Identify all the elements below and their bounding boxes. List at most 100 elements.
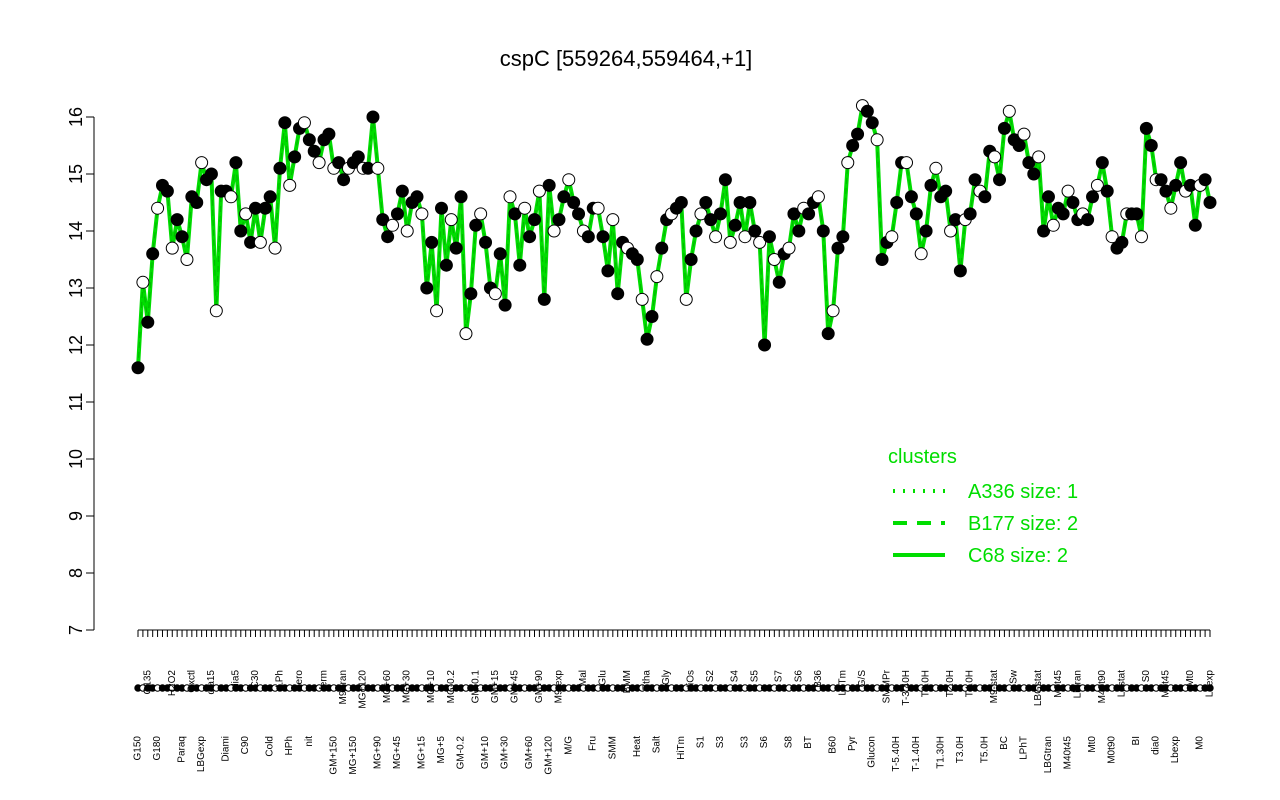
data-point	[1032, 150, 1046, 164]
x-tick-label: GM-0.1	[470, 670, 481, 704]
data-point	[944, 224, 958, 238]
x-tick-label: M0	[1195, 736, 1206, 750]
data-point	[542, 178, 556, 192]
x-tick-label: Mt0	[1185, 670, 1196, 687]
y-tick-label: 11	[66, 393, 86, 412]
x-tick-label: S3	[739, 736, 750, 749]
data-point	[978, 190, 992, 204]
legend-title: clusters	[888, 446, 957, 468]
x-tick-label: GM+10	[480, 736, 491, 770]
data-point	[430, 304, 444, 318]
data-point	[1086, 190, 1100, 204]
data-point	[836, 230, 850, 244]
data-point	[204, 167, 218, 181]
data-point	[914, 247, 928, 261]
y-tick-label: 9	[66, 511, 86, 521]
x-tick-label: MG+5	[436, 736, 447, 764]
data-point	[674, 196, 688, 209]
data-point	[1090, 178, 1104, 192]
x-tick-label: T3.0H	[955, 736, 966, 763]
x-tick-label: SMM	[607, 736, 618, 759]
data-point	[464, 287, 478, 301]
data-point	[753, 235, 767, 249]
x-tick-label: GM+15	[490, 670, 501, 704]
data-point	[900, 156, 914, 170]
data-point	[1154, 173, 1168, 187]
data-point	[390, 207, 404, 221]
data-point	[1144, 139, 1158, 152]
x-tick-label: T2.0H	[945, 670, 956, 697]
data-point	[758, 338, 772, 352]
data-point	[1203, 196, 1217, 209]
x-tick-label: MG+30	[402, 670, 413, 704]
data-point	[175, 230, 189, 244]
x-tick-label: T0.0H	[921, 670, 932, 697]
x-tick-label: HPh	[284, 736, 295, 755]
data-point	[239, 207, 253, 221]
data-point	[449, 241, 463, 255]
x-tick-label: C30	[250, 670, 261, 689]
data-point	[591, 201, 605, 215]
x-tick-label: LoTm	[837, 670, 848, 696]
data-point	[1100, 184, 1114, 198]
x-tick-label: M9-stat	[989, 670, 1000, 704]
x-tick-label: ferm	[319, 670, 330, 690]
data-point	[278, 116, 292, 130]
data-point	[890, 196, 904, 209]
x-tick-label: LBGtran	[1043, 736, 1054, 773]
data-point	[1061, 184, 1075, 198]
data-point	[400, 224, 414, 238]
x-tick-label: MG+60	[382, 670, 393, 704]
data-point	[723, 235, 737, 249]
data-point	[562, 173, 576, 187]
data-point	[811, 190, 825, 204]
data-point	[386, 218, 400, 232]
data-point	[709, 230, 723, 244]
data-point	[518, 201, 532, 215]
data-point	[513, 258, 527, 272]
x-tick-label: dia0	[1151, 736, 1162, 755]
x-tick-label: MG+120	[358, 670, 369, 709]
x-tick-label: S8	[784, 736, 795, 749]
x-tick-label: T-3.40H	[901, 670, 912, 706]
data-point	[146, 247, 160, 261]
data-point	[444, 213, 458, 227]
data-point	[366, 110, 380, 124]
data-point	[273, 161, 287, 175]
data-point	[425, 235, 439, 249]
x-tick-label: M/G	[563, 736, 574, 755]
x-tick-label: Cold	[265, 736, 276, 757]
data-point	[1012, 139, 1026, 152]
data-point	[1164, 201, 1178, 215]
x-tick-label: Paraq	[177, 736, 188, 763]
data-point	[606, 213, 620, 227]
x-tick-label: M9-tran	[338, 670, 349, 704]
x-tick-label: Glu	[598, 670, 609, 686]
data-point	[1022, 156, 1036, 170]
data-point	[488, 287, 502, 301]
x-tick-label: B60	[828, 736, 839, 754]
data-point	[953, 264, 967, 278]
data-point	[904, 190, 918, 204]
data-point	[253, 235, 267, 249]
data-point	[728, 218, 742, 232]
data-point	[1017, 127, 1031, 141]
data-point	[234, 224, 248, 238]
series-line	[136, 103, 1212, 368]
data-point	[841, 156, 855, 170]
x-tick-label: H2O2	[167, 670, 178, 697]
data-point	[924, 178, 938, 192]
data-point	[1037, 224, 1051, 238]
y-tick-label: 13	[66, 278, 86, 298]
data-point	[1169, 178, 1183, 192]
data-point	[229, 156, 243, 170]
data-point	[376, 213, 390, 227]
data-point	[787, 207, 801, 221]
data-point	[141, 315, 155, 329]
data-point	[1130, 207, 1144, 221]
x-tick-label: HiTm	[676, 736, 687, 760]
x-tick-label: GM+90	[534, 670, 545, 704]
data-point	[1027, 167, 1041, 181]
x-tick-label: GM+120	[544, 736, 555, 775]
data-point	[410, 190, 424, 204]
